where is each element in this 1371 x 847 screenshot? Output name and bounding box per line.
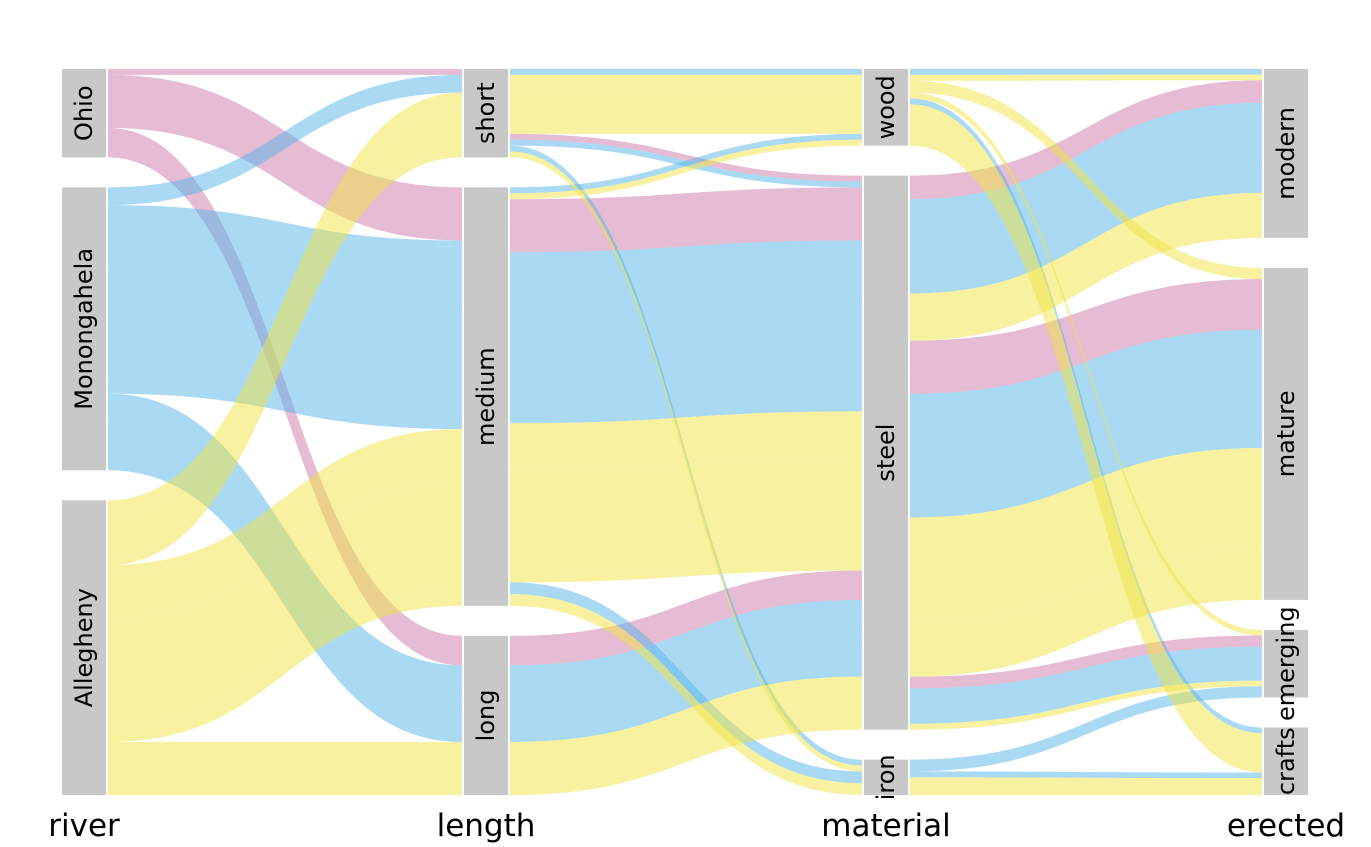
node-material-steel [864,175,908,730]
flow-ohio-material-erected [910,279,1262,371]
flow-allegheny-length-material [510,676,862,795]
flow-allegheny-length-material [510,86,862,93]
flow-allegheny-length-material [510,564,862,583]
node-length-long [464,635,508,795]
flow-allegheny-river-length [108,741,462,795]
flow-allegheny-material-erected [910,783,1262,795]
axis-label-length: length [437,808,536,844]
flow-monongahela-material-erected [910,646,1262,724]
flow-monongahela-length-material [510,599,862,695]
flow-allegheny-material-erected [910,192,1262,341]
flow-allegheny-length-material [510,458,862,577]
flow-allegheny-length-material [510,594,862,795]
flow-monongahela-river-length [108,86,462,206]
node-erected-crafts [1264,727,1308,795]
flow-monongahela-length-material [510,629,862,707]
flow-monongahela-material-erected [910,69,1262,75]
flow-allegheny-material-erected [910,549,1262,677]
axis-label-layer: river length material erected [48,808,1345,844]
flow-allegheny-river-length [108,92,462,513]
node-erected-mature [1264,267,1308,600]
flow-ohio-river-length [108,98,462,241]
node-label-river-ohio: Ohio [70,85,98,140]
flow-monongahela-river-length [108,80,462,200]
node-label-erected-modern: modern [1272,107,1300,200]
flow-allegheny-river-length [108,110,462,560]
flow-ohio-material-erected [910,635,1262,683]
flow-monongahela-material-erected [910,686,1262,772]
flow-monongahela-river-length [108,381,462,430]
flow-monongahela-river-length [108,205,462,247]
flow-allegheny-river-length [108,482,462,725]
flow-monongahela-length-material [510,240,862,312]
node-label-erected-mature: mature [1272,390,1300,477]
flow-monongahela-material-erected [910,102,1262,206]
flow-allegheny-river-length [108,588,462,731]
flow-allegheny-material-erected [910,447,1262,624]
flow-allegheny-material-erected [910,80,1262,280]
node-river-allegheny [62,500,106,795]
flow-allegheny-length-material [510,74,862,87]
axis-label-material: material [821,808,950,844]
axis-label-river: river [48,808,120,844]
node-label-length-medium: medium [472,347,500,446]
flow-allegheny-material-erected [910,777,1262,784]
flow-monongahela-length-material [510,299,862,424]
flow-allegheny-material-erected [910,104,1262,773]
flow-allegheny-river-length [108,104,462,518]
flow-monongahela-river-length [108,210,462,306]
node-erected-emerging [1264,629,1308,698]
node-label-river-monongahela: Monongahela [70,248,98,410]
node-river-ohio [62,69,106,158]
node-material-iron [864,759,908,795]
flow-ohio-river-length [108,69,462,75]
node-label-material-iron: iron [872,754,900,800]
flow-layer [108,69,1262,795]
axis-label-erected: erected [1227,808,1345,844]
flow-allegheny-length-material [510,139,862,200]
node-length-short [464,69,508,158]
node-label-length-long: long [472,690,500,742]
node-label-material-steel: steel [872,424,900,482]
node-label-erected-crafts: crafts [1272,727,1300,795]
node-layer: Ohio Monongahela Allegheny short medium long w… [62,69,1308,800]
flow-monongahela-material-erected [910,436,1262,518]
flow-allegheny-material-erected [910,92,1262,636]
flow-allegheny-material-erected [910,74,1262,81]
flow-ohio-length-material [510,210,862,253]
flow-allegheny-river-length [108,594,462,742]
flow-allegheny-length-material [510,92,862,134]
flow-ohio-length-material [510,576,862,666]
flow-allegheny-material-erected [910,680,1262,730]
flow-monongahela-material-erected [910,771,1262,779]
node-length-medium [464,187,508,606]
flow-ohio-material-erected [910,307,1262,394]
flow-monongahela-length-material [510,133,862,194]
flow-allegheny-river-length [108,434,462,619]
flow-monongahela-material-erected [910,108,1262,265]
node-label-erected-emerging: emerging [1272,606,1300,721]
flow-allegheny-river-length [108,151,462,566]
flow-allegheny-river-length [108,429,462,572]
node-label-river-allegheny: Allegheny [70,588,98,707]
node-material-wood [864,69,908,146]
node-river-monongahela [62,187,106,471]
node-erected-modern [1264,69,1308,238]
flow-ohio-length-material [510,133,862,182]
flow-monongahela-material-erected [910,164,1262,294]
flow-allegheny-length-material [510,411,862,471]
flow-monongahela-material-erected [910,329,1262,506]
flow-monongahela-river-length [108,74,462,194]
flow-ohio-material-erected [910,641,1262,689]
node-label-length-short: short [472,82,500,144]
node-label-material-wood: wood [872,75,900,139]
flow-ohio-length-material [510,570,862,642]
flow-monongahela-length-material [510,69,862,75]
